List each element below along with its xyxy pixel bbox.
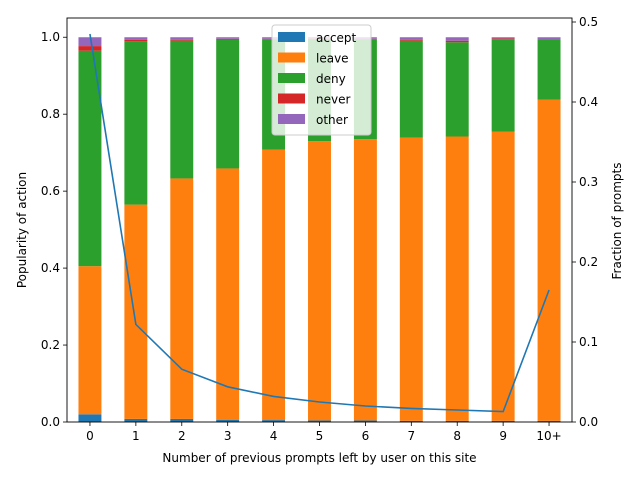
x-tick-label-8: 8 [453,429,461,443]
bar-accept-0 [78,414,102,422]
bar-never-3 [216,38,240,40]
bar-accept-3 [216,419,240,422]
bar-never-7 [399,39,423,41]
x-tick-label-10+: 10+ [536,429,561,443]
x-tick-label-9: 9 [499,429,507,443]
x-tick-label-7: 7 [407,429,415,443]
bar-accept-8 [445,420,469,422]
bar-leave-9 [491,131,515,421]
y-tick-label-0.6: 0.6 [41,184,60,198]
bar-other-3 [216,37,240,39]
bar-never-8 [445,40,469,43]
bar-leave-7 [399,137,423,421]
x-tick-label-4: 4 [270,429,278,443]
bar-other-2 [170,37,194,40]
legend-label-leave: leave [316,52,349,66]
y2-axis-label: Fraction of prompts [610,163,624,280]
bar-accept-7 [399,420,423,422]
bar-leave-10+ [537,99,561,421]
line-layer [89,33,550,413]
y2-tick-label-0.3: 0.3 [579,175,598,189]
bar-other-9 [491,37,515,39]
bar-accept-5 [308,420,331,422]
bar-accept-9 [491,420,515,422]
x-tick-label-2: 2 [178,429,186,443]
x-tick-label-5: 5 [316,429,324,443]
bar-leave-6 [353,139,377,421]
bar-deny-8 [445,42,469,137]
bar-leave-2 [170,178,194,419]
x-tick-label-0: 0 [86,429,94,443]
bar-accept-6 [353,420,377,422]
bar-leave-5 [308,141,331,421]
bar-deny-0 [78,50,102,267]
bar-leave-0 [78,266,102,415]
bar-leave-8 [445,136,469,421]
y-tick-label-0.4: 0.4 [41,261,60,275]
x-tick-label-3: 3 [224,429,232,443]
bar-accept-1 [124,418,148,422]
bar-other-1 [124,37,148,40]
legend-swatch-leave [278,52,305,63]
legend-label-never: never [316,93,350,107]
y2-tick-label-0.1: 0.1 [579,335,598,349]
legend-label-accept: accept [316,31,357,45]
bar-layer [78,37,561,422]
bar-deny-7 [399,40,423,138]
bar-deny-10+ [537,39,561,100]
bar-other-7 [399,37,423,40]
x-axis-label: Number of previous prompts left by user … [162,451,476,465]
y2-tick-label-0.2: 0.2 [579,255,598,269]
fraction-line [89,33,550,413]
bar-deny-9 [491,39,515,132]
legend-swatch-deny [278,73,305,83]
bar-never-0 [78,46,102,51]
bar-other-8 [445,37,469,41]
x-tick-label-6: 6 [362,429,370,443]
bar-never-1 [124,39,148,42]
bar-other-0 [78,37,102,47]
bar-accept-10+ [537,420,561,422]
y-tick-label-0.0: 0.0 [41,415,60,429]
bar-deny-1 [124,41,148,205]
legend-label-other: other [316,113,348,127]
legend-label-deny: deny [316,72,346,86]
axes-layer: 0 1 2 3 4 5 6 7 8 9 10+ 0.0 0.2 0.4 0.6 0.8 1.0 0.0 0.1 0.2… [41,15,598,443]
y2-tick-label-0.4: 0.4 [579,95,598,109]
bar-deny-3 [216,39,240,169]
y-tick-label-1.0: 1.0 [41,30,60,44]
y-tick-label-0.8: 0.8 [41,107,60,121]
bar-never-9 [491,38,515,40]
bar-leave-1 [124,204,148,419]
legend: accept leave deny never other [271,24,372,136]
legend-swatch-accept [278,32,305,42]
bar-other-10+ [537,37,561,40]
bar-never-2 [170,39,194,41]
y-axis-label: Popularity of action [15,172,29,288]
x-tick-label-1: 1 [132,429,140,443]
bar-accept-4 [262,420,286,422]
legend-swatch-other [278,114,305,124]
bar-leave-3 [216,168,240,420]
y2-tick-label-0.5: 0.5 [579,15,598,29]
legend-swatch-never [278,93,305,104]
y-tick-label-0.2: 0.2 [41,338,60,352]
bar-accept-2 [170,418,194,422]
bar-deny-2 [170,40,194,179]
bar-leave-4 [262,149,286,421]
y2-tick-label-0.0: 0.0 [579,415,598,429]
